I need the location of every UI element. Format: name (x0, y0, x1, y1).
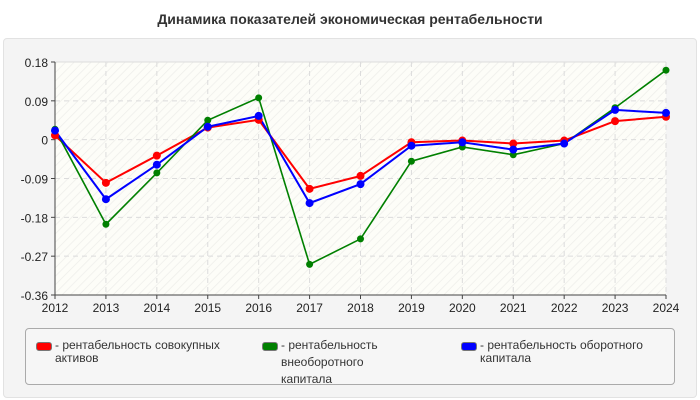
legend-swatch-blue (461, 342, 477, 351)
data-point-2 (356, 180, 365, 189)
data-point-2 (203, 122, 212, 131)
data-point-2 (254, 111, 263, 120)
data-point-2 (305, 199, 314, 208)
data-point-2 (152, 160, 161, 169)
legend-label: - рентабельность оборотного капитала (480, 338, 643, 365)
legend-label: - рентабельность совокупных активов (55, 338, 220, 365)
x-tick-label: 2012 (42, 301, 69, 315)
y-tick-label: -0.18 (21, 211, 49, 225)
y-tick-label: -0.36 (21, 289, 49, 303)
y-tick-label: 0.09 (25, 95, 49, 109)
x-tick-label: 2021 (500, 301, 527, 315)
y-tick-label: -0.09 (21, 173, 49, 187)
data-point-0 (509, 139, 518, 148)
data-point-2 (407, 141, 416, 150)
data-point-2 (662, 108, 670, 117)
x-tick-label: 2013 (93, 301, 120, 315)
data-point-1 (357, 235, 364, 243)
chart-title: Динамика показателей экономическая рента… (157, 11, 543, 27)
legend-label: - рентабельность внеоборотного капитала (281, 338, 378, 386)
x-tick-label: 2017 (296, 301, 323, 315)
data-point-1 (153, 169, 161, 177)
data-point-2 (611, 105, 620, 114)
x-tick-label: 2022 (551, 301, 578, 315)
y-tick-label: 0 (41, 134, 48, 148)
legend-swatch-green (262, 342, 278, 351)
x-tick-label: 2014 (143, 301, 170, 315)
data-point-2 (458, 138, 467, 147)
x-tick-label: 2015 (194, 301, 221, 315)
x-tick-label: 2016 (245, 301, 272, 315)
x-tick-label: 2023 (602, 301, 629, 315)
legend-item-noncurrent[interactable]: - рентабельность внеоборотного капитала (262, 338, 406, 388)
data-point-1 (255, 94, 263, 102)
data-point-1 (306, 260, 314, 268)
y-tick-label: 0.18 (25, 56, 49, 70)
x-tick-label: 2018 (347, 301, 374, 315)
data-point-0 (611, 117, 620, 126)
data-point-1 (204, 116, 212, 124)
x-tick-label: 2024 (653, 301, 680, 315)
legend-item-current[interactable]: - рентабельность оборотного капитала (461, 339, 660, 365)
data-point-2 (101, 195, 110, 204)
data-point-0 (152, 151, 161, 160)
legend-item-assets[interactable]: - рентабельность совокупных активов (36, 339, 235, 365)
y-tick-label: -0.27 (21, 250, 49, 264)
data-point-2 (509, 145, 518, 154)
legend: - рентабельность совокупных активов - ре… (25, 328, 675, 388)
data-point-2 (560, 139, 569, 148)
legend-swatch-red (36, 342, 52, 351)
x-tick-label: 2020 (449, 301, 476, 315)
data-point-2 (51, 126, 59, 135)
data-point-0 (101, 178, 110, 187)
x-tick-label: 2019 (398, 301, 425, 315)
data-point-1 (102, 220, 110, 228)
data-point-1 (662, 66, 670, 74)
data-point-0 (305, 184, 314, 193)
data-point-1 (407, 157, 415, 165)
data-point-0 (356, 171, 365, 180)
